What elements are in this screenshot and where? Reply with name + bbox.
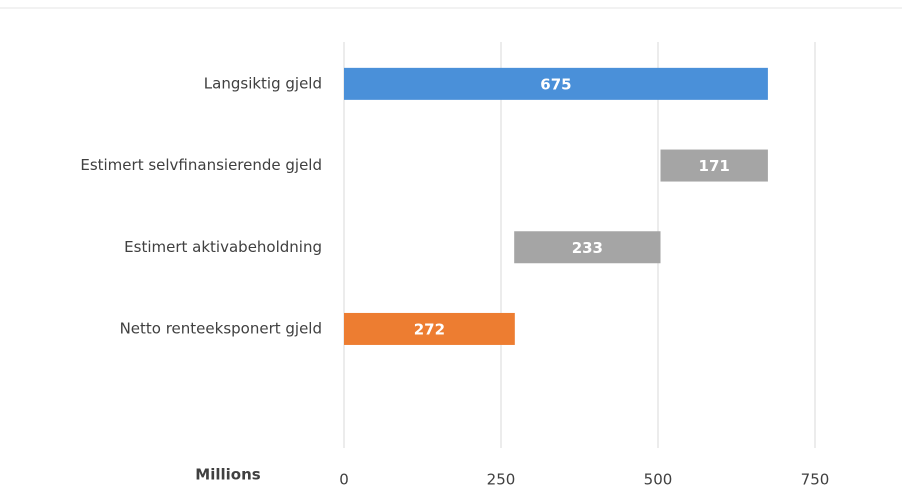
bar [514, 231, 661, 264]
x-tick-label: 500 [644, 471, 673, 489]
x-tick-label: 0 [339, 471, 349, 489]
x-tick-label: 250 [487, 471, 516, 489]
y-tick-label: Estimert aktivabeholdning [124, 238, 322, 256]
y-tick-label: Netto renteeksponert gjeld [120, 319, 322, 337]
y-tick-label: Estimert selvfinansierende gjeld [80, 156, 322, 174]
bar [344, 67, 768, 100]
value-label: 171 [699, 157, 730, 175]
value-label: 675 [540, 75, 571, 93]
y-tick-label: Langsiktig gjeld [204, 74, 322, 92]
bar [660, 149, 768, 182]
value-label: 272 [414, 320, 445, 338]
x-tick-label: 750 [801, 471, 830, 489]
value-label: 233 [572, 239, 603, 257]
bar [344, 312, 515, 345]
x-axis-label: Millions [195, 466, 260, 484]
